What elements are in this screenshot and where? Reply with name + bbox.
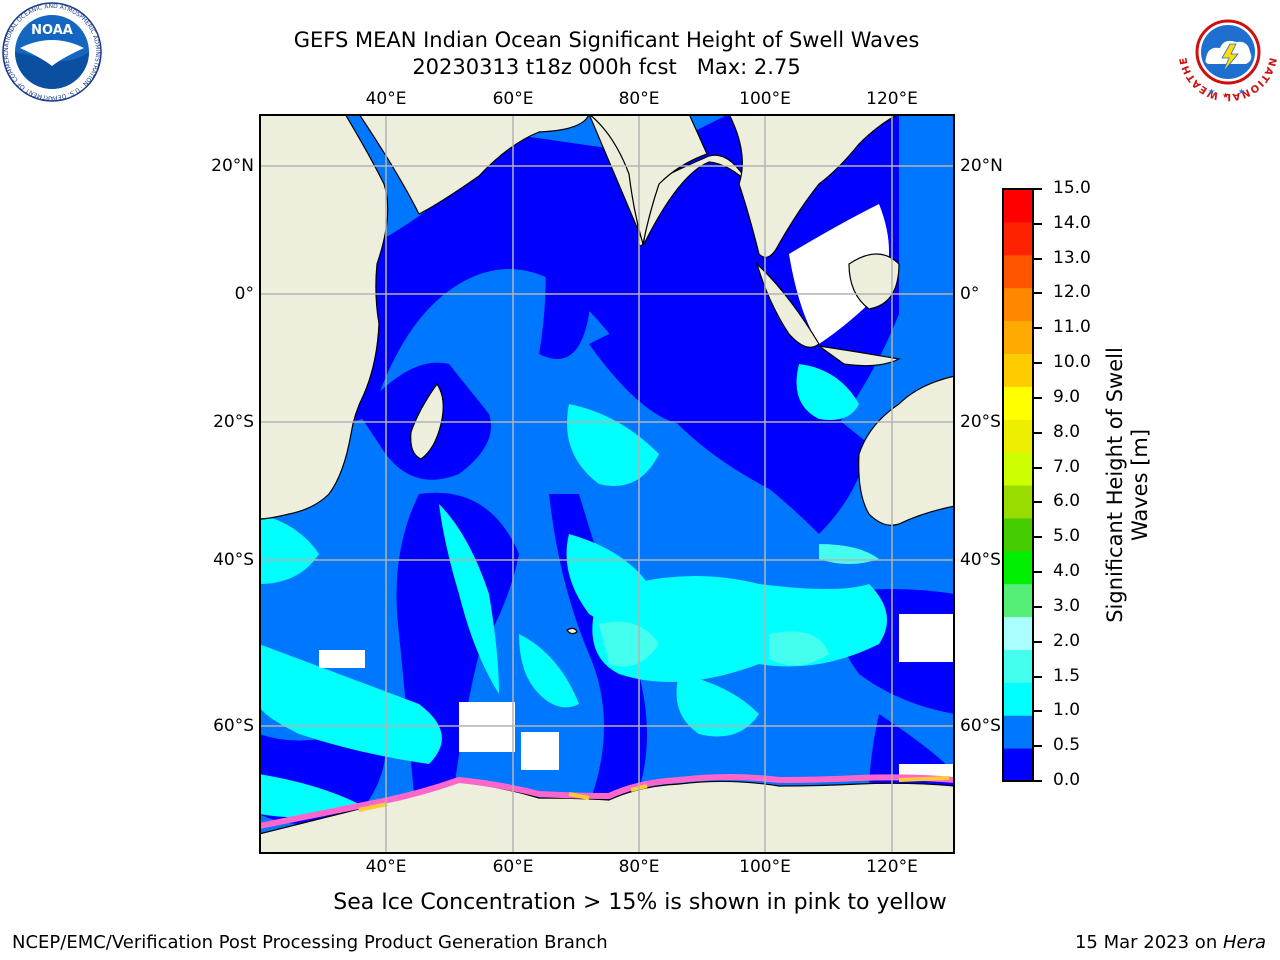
colorbar-tick-mark	[1034, 257, 1042, 260]
colorbar-tick-mark	[1034, 745, 1042, 748]
colorbar-tick-mark	[1034, 571, 1042, 574]
lon-label-bottom: 80°E	[618, 857, 660, 877]
colorbar-tick-mark	[1034, 396, 1042, 399]
colorbar-swatch	[1003, 254, 1033, 289]
colorbar-tick-mark	[1034, 292, 1042, 295]
colorbar-swatch	[1003, 452, 1033, 486]
lon-label-top: 60°E	[492, 89, 534, 109]
colorbar-tick-label: 4.0	[1053, 561, 1081, 582]
lat-label-left: 20°S	[213, 412, 254, 432]
colorbar-tick-mark	[1034, 431, 1042, 434]
colorbar-tick-mark	[1034, 640, 1042, 643]
colorbar-tick-mark	[1034, 188, 1042, 190]
nws-logo: NATIONAL WEATHER SERVICE ★ ★ ★	[1174, 0, 1278, 102]
colorbar-swatch	[1003, 583, 1033, 618]
lat-label-left: 40°S	[213, 550, 254, 570]
map-subtitle: 20230313 t18z 000h fcst Max: 2.75	[0, 54, 1213, 80]
swell-height-map	[259, 114, 955, 854]
noaa-logo: NATIONAL OCEANIC AND ATMOSPHERIC ADMINIS…	[0, 0, 102, 102]
colorbar-tick-label: 3.0	[1053, 595, 1081, 616]
lon-label-bottom: 40°E	[365, 857, 407, 877]
colorbar-tick-mark	[1034, 710, 1042, 713]
no-data-patches	[319, 204, 955, 778]
colorbar-tick-label: 0.0	[1053, 770, 1081, 790]
colorbar-swatch	[1003, 320, 1033, 354]
colorbar-tick-label: 0.5	[1053, 735, 1081, 756]
lon-label-top: 80°E	[618, 89, 660, 109]
swell-band-1.5-2.0	[599, 544, 879, 667]
colorbar-tick-label: 8.0	[1053, 421, 1081, 442]
noaa-logo-text: NOAA	[31, 23, 73, 38]
lat-label-left: 0°	[234, 284, 254, 304]
footer-host: Hera	[1222, 932, 1266, 953]
forecast-run: 20230313 t18z 000h fcst	[412, 55, 677, 79]
colorbar-tick-mark	[1034, 222, 1042, 225]
colorbar-swatch	[1003, 485, 1033, 519]
colorbar-tick-label: 2.0	[1053, 630, 1081, 651]
lon-label-bottom: 100°E	[739, 857, 791, 877]
sea-ice-caption: Sea Ice Concentration > 15% is shown in …	[333, 890, 947, 915]
lat-label-right: 0°	[960, 284, 980, 304]
colorbar-swatch	[1003, 419, 1033, 453]
colorbar-swatch	[1003, 715, 1033, 749]
colorbar-tick-label: 10.0	[1053, 352, 1091, 373]
colorbar-tick-label: 7.0	[1053, 456, 1081, 477]
colorbar-swatch	[1003, 287, 1033, 322]
colorbar	[1002, 188, 1034, 782]
lon-label-bottom: 60°E	[492, 857, 534, 877]
colorbar-swatch	[1003, 386, 1033, 420]
colorbar-swatch	[1003, 221, 1033, 256]
colorbar-label: Significant Height of Swell Waves [m]	[1103, 347, 1152, 623]
colorbar-tick-label: 9.0	[1053, 386, 1081, 407]
colorbar-tick-mark	[1034, 536, 1042, 539]
colorbar-tick-label: 1.0	[1053, 700, 1081, 721]
lat-label-right: 20°S	[960, 412, 1001, 432]
colorbar-swatch	[1003, 616, 1033, 650]
colorbar-swatch	[1003, 189, 1033, 223]
map-title: GEFS MEAN Indian Ocean Significant Heigh…	[293, 28, 920, 52]
colorbar-tick-mark	[1034, 501, 1042, 504]
svg-text:★: ★	[1238, 87, 1245, 96]
lat-label-left: 60°S	[213, 716, 254, 736]
footer-credit: NCEP/EMC/Verification Post Processing Pr…	[12, 932, 608, 953]
lat-label-right: 20°N	[960, 156, 1003, 176]
map-frame	[259, 114, 955, 854]
colorbar-tick-mark	[1034, 362, 1042, 365]
colorbar-swatch	[1003, 748, 1033, 782]
colorbar-tick-mark	[1034, 780, 1042, 782]
lon-label-top: 100°E	[739, 89, 791, 109]
lat-label-right: 60°S	[960, 716, 1001, 736]
footer-date: 15 Mar 2023 on Hera	[1074, 932, 1266, 953]
colorbar-swatch	[1003, 550, 1033, 585]
lon-label-top: 40°E	[365, 89, 407, 109]
colorbar-tick-label: 15.0	[1053, 178, 1091, 198]
colorbar-tick-label: 6.0	[1053, 491, 1081, 512]
colorbar-swatch	[1003, 517, 1033, 552]
colorbar-tick-label: 11.0	[1053, 317, 1091, 338]
colorbar-tick-label: 5.0	[1053, 526, 1081, 547]
lon-label-bottom: 120°E	[866, 857, 918, 877]
land-masses	[259, 114, 955, 854]
svg-text:★: ★	[1222, 91, 1229, 100]
colorbar-swatch	[1003, 649, 1033, 683]
svg-text:★: ★	[1208, 87, 1215, 96]
colorbar-tick-label: 12.0	[1053, 282, 1091, 303]
colorbar-tick-mark	[1034, 605, 1042, 608]
colorbar-tick-mark	[1034, 327, 1042, 330]
lat-label-right: 40°S	[960, 550, 1001, 570]
colorbar-tick-mark	[1034, 466, 1042, 469]
colorbar-swatch	[1003, 353, 1033, 387]
colorbar-tick-label: 13.0	[1053, 247, 1091, 268]
colorbar-swatch	[1003, 682, 1033, 716]
map-gridlines	[259, 114, 955, 854]
lon-label-top: 120°E	[866, 89, 918, 109]
colorbar-tick-mark	[1034, 675, 1042, 678]
max-value: Max: 2.75	[696, 55, 801, 79]
colorbar-tick-label: 14.0	[1053, 212, 1091, 233]
lat-label-left: 20°N	[211, 156, 254, 176]
colorbar-tick-label: 1.5	[1053, 665, 1081, 686]
